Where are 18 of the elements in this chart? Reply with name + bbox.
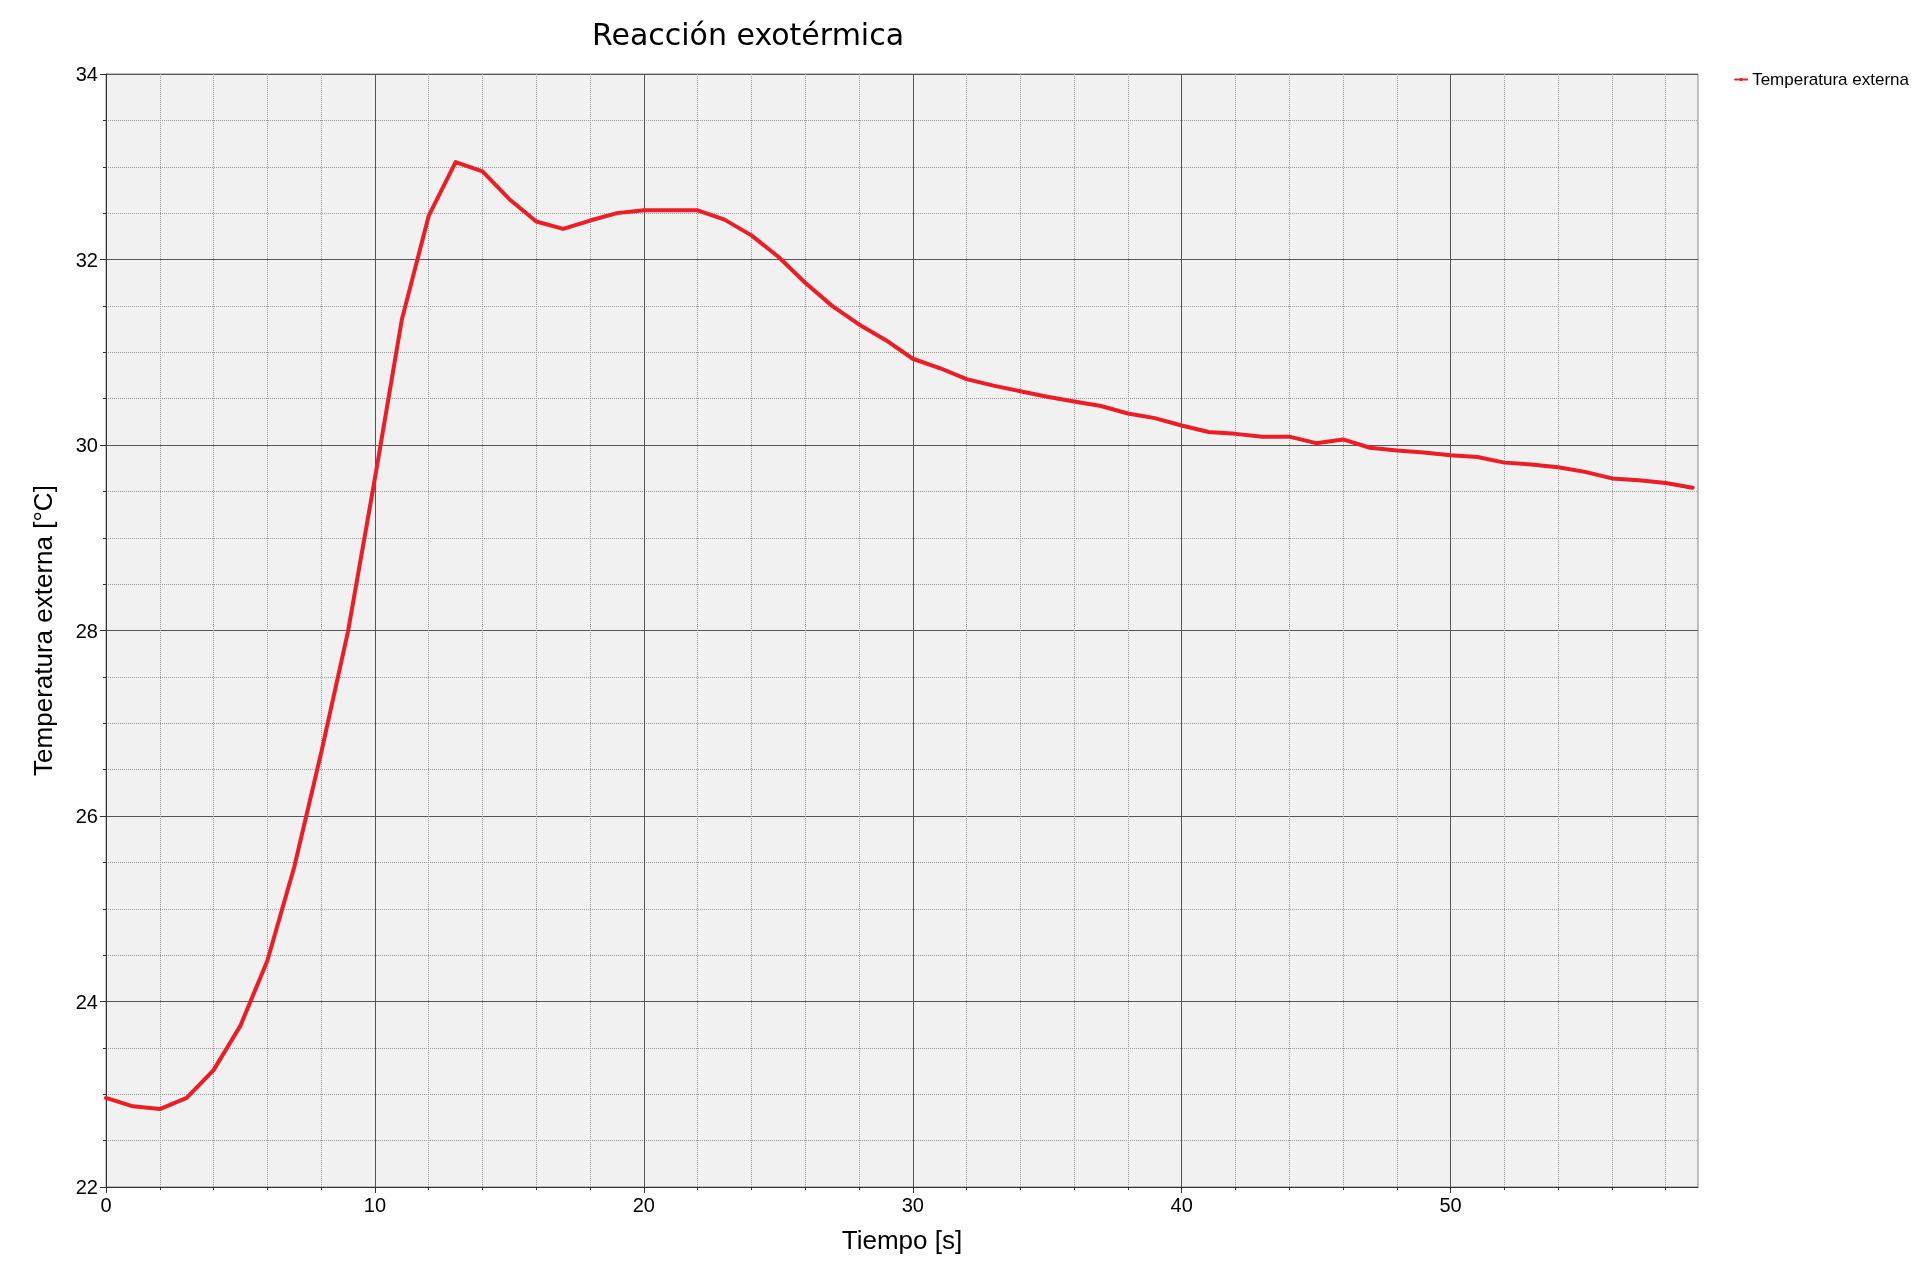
y-tick-label: 32 xyxy=(75,248,98,271)
y-tick-label: 22 xyxy=(75,1176,98,1198)
y-tick-label: 26 xyxy=(75,805,98,827)
x-tick-label: 0 xyxy=(100,1194,112,1216)
x-tick-label: 10 xyxy=(363,1194,387,1216)
x-tick-label: 30 xyxy=(901,1194,924,1216)
y-tick-label: 24 xyxy=(75,990,98,1013)
y-tick-label: 28 xyxy=(75,619,98,642)
legend-label: Temperatura externa xyxy=(1752,70,1910,89)
x-axis-title: Tiempo [s] xyxy=(841,1225,963,1255)
y-tick-label: 34 xyxy=(75,63,98,85)
line-series xyxy=(104,160,1695,1112)
x-tick-label: 20 xyxy=(632,1194,655,1216)
y-tick-label: 30 xyxy=(75,434,98,456)
y-axis-title: Temperatura externa [°C] xyxy=(28,485,58,776)
x-tick-label: 50 xyxy=(1439,1194,1462,1216)
chart-title: Reacción exotérmica xyxy=(591,16,905,52)
x-tick-label: 40 xyxy=(1170,1194,1193,1216)
